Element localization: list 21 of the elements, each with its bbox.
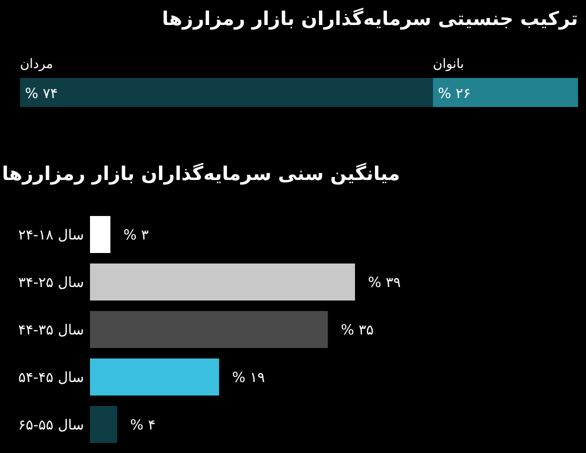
y-tick-label: سال ۴۵-۵۴ <box>18 370 84 386</box>
data-label: ۲۶ % <box>438 86 471 102</box>
series-label: مردان <box>20 57 54 72</box>
data-label: ۴ % <box>130 418 156 434</box>
chart-title: میانگین سنی سرمایه‌گذاران بازار رمزارزها <box>2 162 400 185</box>
data-label: ۱۹ % <box>232 370 265 386</box>
data-label: ۳۹ % <box>368 275 401 291</box>
bar <box>90 216 110 253</box>
data-label: ۳۵ % <box>340 322 374 338</box>
y-tick-label: سال ۵۵-۶۵ <box>18 418 84 434</box>
series-label: بانوان <box>432 57 464 72</box>
bar <box>90 264 355 300</box>
data-label: ۷۴ % <box>25 86 58 102</box>
bar <box>90 358 220 396</box>
y-tick-label: سال ۳۵-۴۴ <box>18 322 84 338</box>
bar <box>90 311 328 348</box>
bar <box>90 406 118 443</box>
y-tick-label: سال ۱۸-۲۴ <box>18 228 84 244</box>
chart-title: ترکیب جنسیتی سرمایه‌گذاران بازار رمزارزها <box>162 7 578 30</box>
data-label: ۳ % <box>123 228 150 244</box>
y-tick-label: سال ۲۵-۳۴ <box>18 275 84 291</box>
